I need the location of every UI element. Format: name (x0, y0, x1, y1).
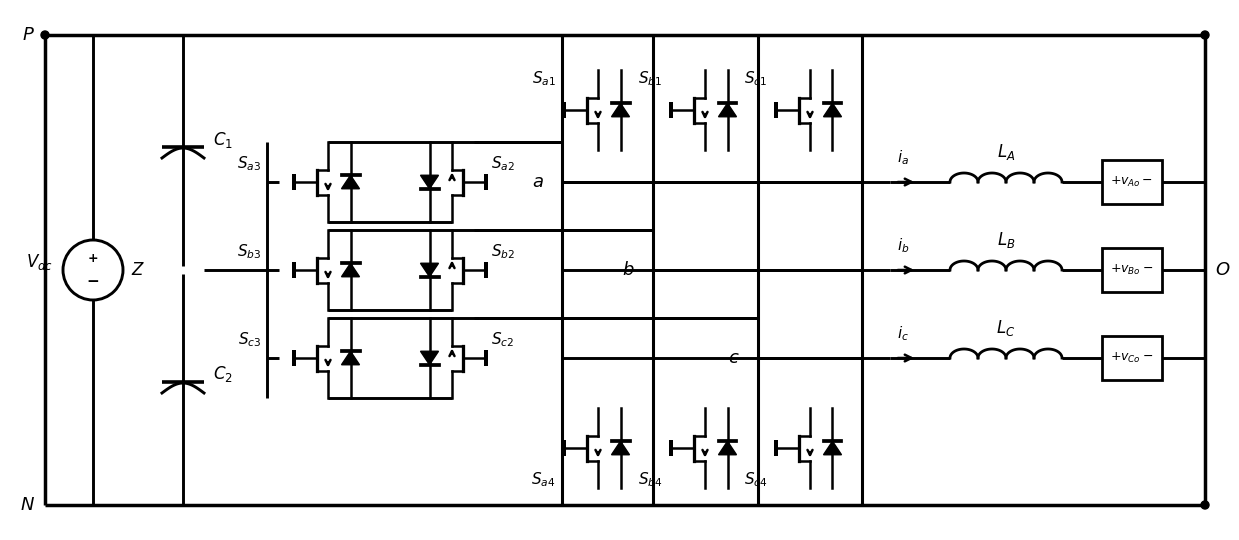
Polygon shape (612, 103, 629, 117)
Text: $i_b$: $i_b$ (897, 237, 909, 255)
Text: $N$: $N$ (20, 496, 35, 514)
Text: $C_1$: $C_1$ (213, 130, 233, 150)
Text: $b$: $b$ (622, 261, 636, 279)
Text: $S_{b2}$: $S_{b2}$ (492, 242, 515, 261)
Text: $C_2$: $C_2$ (213, 364, 233, 384)
Text: $S_{a1}$: $S_{a1}$ (532, 70, 555, 88)
Text: $S_{c3}$: $S_{c3}$ (238, 330, 261, 349)
Circle shape (1201, 501, 1209, 509)
Text: $S_{c2}$: $S_{c2}$ (492, 330, 514, 349)
Text: $V_{dc}$: $V_{dc}$ (26, 252, 53, 272)
Text: $c$: $c$ (729, 349, 740, 367)
Bar (1101, 248, 1162, 292)
Text: $S_{b3}$: $S_{b3}$ (237, 242, 261, 261)
Polygon shape (719, 441, 736, 455)
Bar (1101, 160, 1162, 204)
Polygon shape (420, 176, 439, 189)
Polygon shape (342, 351, 359, 364)
Text: $i_a$: $i_a$ (897, 148, 909, 167)
Text: $+v_{Bo}-$: $+v_{Bo}-$ (1110, 263, 1154, 277)
Text: $L_B$: $L_B$ (996, 230, 1015, 250)
Text: $Z$: $Z$ (131, 261, 145, 279)
Text: $P$: $P$ (22, 26, 35, 44)
Text: $S_{a4}$: $S_{a4}$ (532, 470, 555, 489)
Polygon shape (342, 263, 359, 276)
Text: −: − (87, 274, 99, 289)
Text: $i_c$: $i_c$ (897, 325, 909, 343)
Text: $L_A$: $L_A$ (997, 142, 1015, 162)
Text: $O$: $O$ (1215, 261, 1230, 279)
Polygon shape (719, 103, 736, 117)
Circle shape (41, 31, 50, 39)
Text: $S_{a2}$: $S_{a2}$ (492, 154, 515, 173)
Polygon shape (824, 441, 841, 455)
Polygon shape (420, 351, 439, 364)
Circle shape (1201, 31, 1209, 39)
Text: $S_{c1}$: $S_{c1}$ (745, 70, 768, 88)
Text: $S_{b4}$: $S_{b4}$ (638, 470, 663, 489)
Polygon shape (612, 441, 629, 455)
Polygon shape (420, 263, 439, 276)
Text: $S_{c4}$: $S_{c4}$ (743, 470, 768, 489)
Text: $L_C$: $L_C$ (996, 318, 1016, 338)
Polygon shape (824, 103, 841, 117)
Text: $+v_{Ao}-$: $+v_{Ao}-$ (1110, 175, 1154, 189)
Bar (1101, 336, 1162, 380)
Text: +: + (88, 253, 98, 266)
Text: $+v_{Co}-$: $+v_{Co}-$ (1110, 351, 1154, 365)
Text: $S_{a3}$: $S_{a3}$ (237, 154, 261, 173)
Text: $S_{b1}$: $S_{b1}$ (638, 70, 663, 88)
Text: $a$: $a$ (533, 173, 544, 191)
Polygon shape (342, 176, 359, 189)
